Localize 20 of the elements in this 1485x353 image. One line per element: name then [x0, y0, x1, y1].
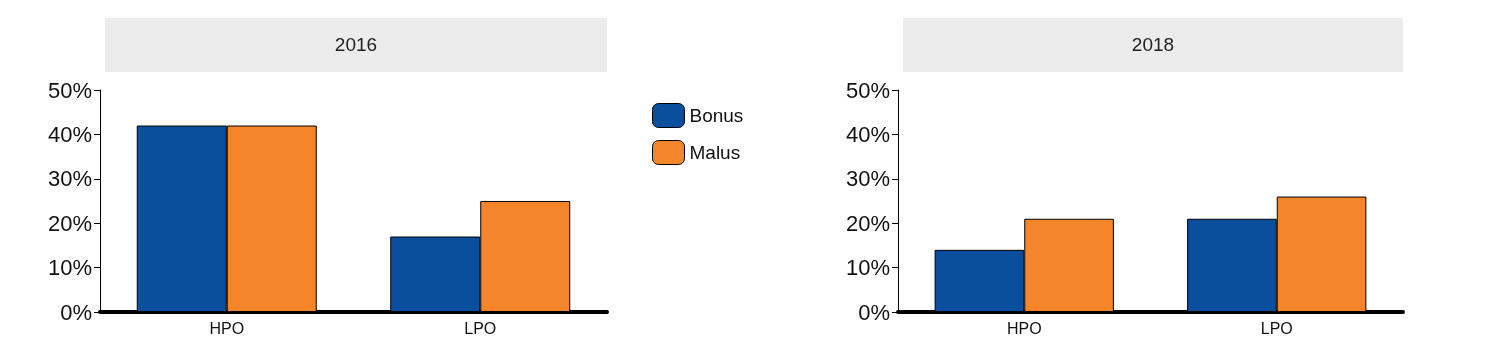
- x-tick-label: HPO: [1006, 319, 1042, 337]
- y-tick-label: 20%: [47, 210, 92, 236]
- y-tick-label: 0%: [858, 299, 890, 325]
- x-tick-label: LPO: [464, 319, 497, 337]
- y-tick-label: 0%: [60, 299, 92, 325]
- y-tick-label: 30%: [845, 166, 890, 192]
- legend-label: Bonus: [689, 105, 744, 126]
- chart-title: 2018: [903, 18, 1403, 72]
- y-tick-label: 40%: [47, 121, 92, 147]
- chart-title: 2016: [105, 18, 607, 72]
- y-tick-label: 10%: [845, 255, 890, 281]
- y-tick-label: 40%: [845, 121, 890, 147]
- y-tick-label: 20%: [845, 210, 890, 236]
- y-tick-label: 50%: [845, 77, 890, 103]
- y-tick-label: 50%: [47, 77, 92, 103]
- y-tick-label: 10%: [47, 255, 92, 281]
- y-tick-label: 30%: [47, 166, 92, 192]
- x-tick-label: HPO: [209, 319, 245, 337]
- legend-label: Malus: [689, 142, 741, 163]
- x-tick-label: LPO: [1260, 319, 1293, 337]
